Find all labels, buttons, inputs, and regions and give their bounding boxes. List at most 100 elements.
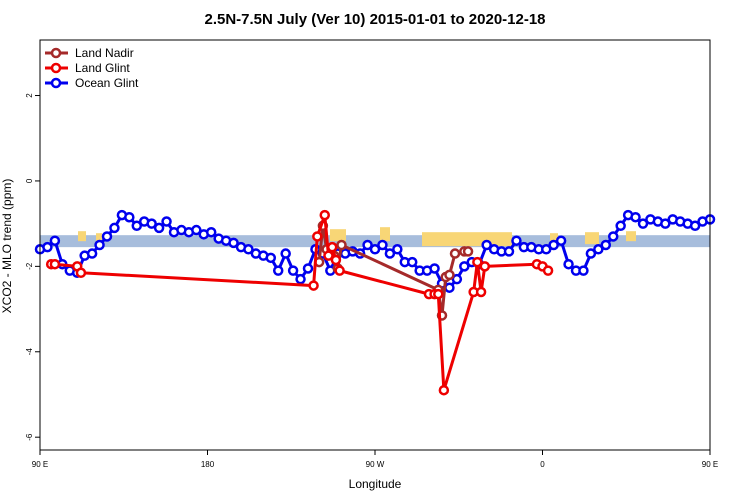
series-layer xyxy=(34,209,716,396)
data-point xyxy=(660,218,671,229)
data-point xyxy=(479,261,491,272)
data-point xyxy=(481,239,492,251)
y-axis-label: XCO2 - MLO trend (ppm) xyxy=(0,179,14,314)
data-point xyxy=(548,239,559,251)
x-tick-label: 90 E xyxy=(702,460,718,469)
y-tick-label: -2 xyxy=(25,262,34,270)
data-point xyxy=(161,216,172,227)
data-point xyxy=(86,248,98,259)
data-point xyxy=(563,258,574,270)
x-tick-label: 90 W xyxy=(366,460,385,469)
data-point xyxy=(637,218,649,229)
data-point xyxy=(228,237,239,249)
land-patch xyxy=(626,231,636,242)
legend-swatch-marker xyxy=(50,77,62,89)
data-point xyxy=(451,273,463,285)
x-tick-label: 0 xyxy=(540,460,545,469)
land-patch xyxy=(78,231,86,242)
data-point xyxy=(295,273,306,285)
land-patch xyxy=(585,232,599,245)
y-tick-label: 0 xyxy=(25,178,34,183)
plot-area xyxy=(34,39,716,451)
data-point xyxy=(585,248,597,259)
legend-swatch-marker xyxy=(50,47,62,59)
data-point xyxy=(384,248,396,259)
data-point xyxy=(109,222,120,234)
data-point xyxy=(593,244,604,255)
data-point xyxy=(578,265,589,276)
data-point xyxy=(444,282,455,293)
data-point xyxy=(334,265,345,276)
data-point xyxy=(438,384,450,396)
data-point xyxy=(287,265,299,276)
data-point xyxy=(124,211,135,223)
data-point xyxy=(362,239,373,251)
legend-item: Land Nadir xyxy=(45,46,134,60)
data-point xyxy=(433,288,444,300)
data-point xyxy=(243,244,254,255)
data-point xyxy=(542,265,554,276)
data-point xyxy=(312,231,323,242)
y-tick-label: -6 xyxy=(25,433,34,441)
data-point xyxy=(153,222,165,234)
data-point xyxy=(555,235,567,246)
data-point xyxy=(323,250,334,261)
data-point xyxy=(607,231,619,242)
data-point xyxy=(472,256,483,268)
data-point xyxy=(377,239,388,251)
land-patch xyxy=(96,233,102,242)
data-point xyxy=(503,246,515,257)
data-point xyxy=(330,254,342,266)
data-point xyxy=(600,239,612,251)
land-patch xyxy=(380,227,390,242)
data-point xyxy=(319,209,330,221)
chart-title: 2.5N-7.5N July (Ver 10) 2015-01-01 to 20… xyxy=(204,11,545,28)
data-point xyxy=(475,286,487,298)
x-tick-label: 90 E xyxy=(32,460,48,469)
data-point xyxy=(94,239,105,251)
land-patch xyxy=(550,233,558,242)
data-point xyxy=(75,267,87,279)
data-point xyxy=(42,241,53,253)
data-point xyxy=(49,258,61,270)
data-point xyxy=(336,239,347,251)
legend-item: Ocean Glint xyxy=(45,76,139,90)
land-patch xyxy=(422,232,512,247)
legend-item: Land Glint xyxy=(45,61,130,75)
y-axis: 2 0 -2 -4 -6 xyxy=(25,93,40,441)
legend-label: Ocean Glint xyxy=(75,76,139,90)
y-tick-label: -4 xyxy=(25,348,34,356)
data-point xyxy=(131,220,143,232)
data-point xyxy=(265,252,277,264)
series-land-glint xyxy=(45,209,554,396)
data-point xyxy=(280,248,291,259)
legend-label: Land Nadir xyxy=(75,46,134,60)
data-point xyxy=(615,220,626,232)
data-point xyxy=(369,244,381,255)
data-point xyxy=(449,248,461,259)
data-point xyxy=(302,263,314,274)
x-tick-label: 180 xyxy=(201,460,215,469)
y-tick-label: 2 xyxy=(25,93,34,98)
data-point xyxy=(689,220,701,232)
data-point xyxy=(191,224,202,236)
land-patch xyxy=(330,229,346,242)
data-point xyxy=(146,218,157,229)
legend-swatch-marker xyxy=(50,62,62,74)
data-point xyxy=(406,256,418,268)
data-point xyxy=(308,280,319,291)
data-point xyxy=(326,241,338,253)
ocean-band xyxy=(40,235,710,248)
data-point xyxy=(101,231,113,242)
data-point xyxy=(459,261,470,272)
data-point xyxy=(429,263,440,274)
data-point xyxy=(205,226,217,238)
x-axis: 90 E 180 90 W 0 90 E xyxy=(32,450,718,469)
x-axis-label: Longitude xyxy=(349,477,402,491)
data-point xyxy=(462,246,474,257)
legend-label: Land Glint xyxy=(75,61,130,75)
series-line xyxy=(51,213,549,392)
data-point xyxy=(444,269,455,281)
